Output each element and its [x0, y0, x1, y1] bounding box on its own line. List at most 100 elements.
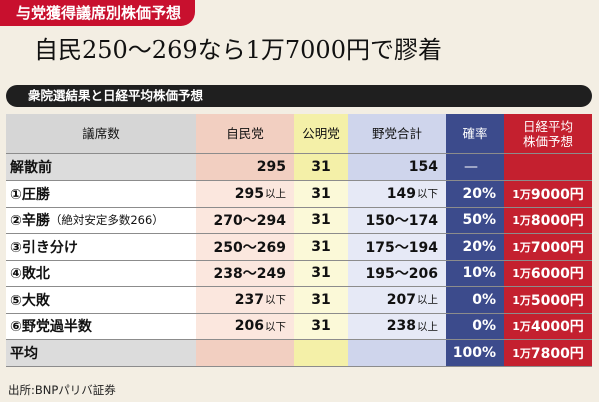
opposition-seats-value: 154 — [408, 159, 438, 175]
opposition-seats: 150〜174 — [348, 207, 446, 234]
row-label-text: 平均 — [10, 345, 38, 362]
opposition-seats: 154 — [348, 154, 446, 181]
row-note: （絶対安定多数266） — [49, 213, 164, 228]
nikkei-forecast: 1万 4000円 — [504, 313, 592, 340]
komeito-seats: 31 — [294, 287, 348, 314]
forecast-value: 8000円 — [530, 213, 584, 230]
ldp-seats: 295 — [196, 154, 294, 181]
opposition-seats-value: 175〜194 — [365, 239, 438, 256]
nikkei-forecast: 1万 8000円 — [504, 207, 592, 234]
probability: 20% — [446, 181, 504, 208]
komeito-seats: 31 — [294, 234, 348, 261]
opposition-seats-suffix: 以上 — [417, 294, 438, 307]
komeito-seats — [294, 340, 348, 367]
forecast-prefix: 1万 — [512, 240, 531, 254]
nikkei-forecast: 1万 9000円 — [504, 181, 592, 208]
nikkei-forecast: 1万 7000円 — [504, 234, 592, 261]
opposition-seats-value: 195〜206 — [365, 266, 438, 283]
komeito-seats: 31 — [294, 207, 348, 234]
opposition-seats-value: 207 — [386, 291, 416, 308]
forecast-prefix: 1万 — [512, 214, 531, 228]
ldp-seats-value: 270〜294 — [213, 213, 286, 230]
row-label-text: ④敗北 — [10, 266, 50, 283]
row-label: ⑤大敗 — [6, 287, 196, 314]
row-label: ③引き分け — [6, 234, 196, 261]
forecast-value: 7000円 — [530, 239, 584, 256]
header-komeito: 公明党 — [294, 114, 348, 154]
nikkei-forecast — [504, 154, 592, 181]
probability: 20% — [446, 234, 504, 261]
table-subtitle: 衆院選結果と日経平均株価予想 — [6, 85, 592, 107]
row-label-text: 解散前 — [10, 160, 52, 176]
opposition-seats-value: 149 — [386, 185, 416, 202]
ldp-seats: 270〜294 — [196, 207, 294, 234]
header-seats: 議席数 — [6, 114, 196, 154]
ldp-seats-value: 206 — [234, 318, 264, 335]
forecast-prefix: 1万 — [512, 320, 531, 334]
row-label-text: ①圧勝 — [10, 186, 50, 203]
ldp-seats: 295 以上 — [196, 181, 294, 208]
ldp-seats-value: 237 — [234, 291, 264, 308]
forecast-prefix: 1万 — [512, 187, 531, 201]
opposition-seats: 149 以下 — [348, 181, 446, 208]
probability: 100% — [446, 340, 504, 367]
forecast-value: 6000円 — [530, 266, 584, 283]
probability: — — [446, 154, 504, 181]
nikkei-forecast: 1万 6000円 — [504, 260, 592, 287]
forecast-value: 9000円 — [530, 186, 584, 203]
forecast-value: 7800円 — [530, 345, 584, 362]
komeito-seats: 31 — [294, 154, 348, 181]
row-label-text: ⑤大敗 — [10, 292, 50, 309]
row-label: ⑥野党過半数 — [6, 313, 196, 340]
row-label: ①圧勝 — [6, 181, 196, 208]
header-ldp: 自民党 — [196, 114, 294, 154]
ldp-seats-value: 295 — [234, 185, 264, 202]
opposition-seats: 175〜194 — [348, 234, 446, 261]
nikkei-forecast: 1万 5000円 — [504, 287, 592, 314]
probability: 0% — [446, 313, 504, 340]
opposition-seats-value: 150〜174 — [365, 213, 438, 230]
komeito-seats: 31 — [294, 260, 348, 287]
row-label: ④敗北 — [6, 260, 196, 287]
komeito-seats: 31 — [294, 313, 348, 340]
ldp-seats-suffix: 以下 — [265, 294, 286, 307]
opposition-seats-suffix: 以下 — [417, 188, 438, 201]
ldp-seats: 238〜249 — [196, 260, 294, 287]
forecast-prefix: 1万 — [512, 293, 531, 307]
opposition-seats: 238 以上 — [348, 313, 446, 340]
ldp-seats — [196, 340, 294, 367]
opposition-seats-value: 238 — [386, 318, 416, 335]
ldp-seats-suffix: 以下 — [265, 320, 286, 333]
ldp-seats-value: 238〜249 — [213, 266, 286, 283]
forecast-prefix: 1万 — [512, 346, 531, 360]
ldp-seats-value: 250〜269 — [213, 239, 286, 256]
probability: 10% — [446, 260, 504, 287]
headline: 自民250〜269なら1万7000円で膠着 — [34, 36, 442, 64]
ldp-seats-value: 295 — [256, 159, 286, 175]
header-nikkei-forecast: 日経平均 株価予想 — [504, 114, 592, 154]
header-opposition: 野党合計 — [348, 114, 446, 154]
forecast-value: 5000円 — [530, 292, 584, 309]
opposition-seats: 207 以上 — [348, 287, 446, 314]
komeito-seats: 31 — [294, 181, 348, 208]
source-note: 出所:BNPパリバ証券 — [8, 383, 116, 397]
forecast-value: 4000円 — [530, 319, 584, 336]
nikkei-forecast: 1万 7800円 — [504, 340, 592, 367]
row-label: 平均 — [6, 340, 196, 367]
forecast-prefix: 1万 — [512, 267, 531, 281]
ldp-seats-suffix: 以上 — [265, 188, 286, 201]
row-label: ②辛勝 （絶対安定多数266） — [6, 207, 196, 234]
opposition-seats — [348, 340, 446, 367]
probability: 0% — [446, 287, 504, 314]
row-label-text: ⑥野党過半数 — [10, 319, 92, 336]
row-label-text: ③引き分け — [10, 239, 78, 256]
opposition-seats-suffix: 以上 — [417, 320, 438, 333]
probability: 50% — [446, 207, 504, 234]
row-label-text: ②辛勝 — [10, 213, 50, 230]
header-probability: 確率 — [446, 114, 504, 154]
ldp-seats: 237 以下 — [196, 287, 294, 314]
ldp-seats: 250〜269 — [196, 234, 294, 261]
row-label: 解散前 — [6, 154, 196, 181]
opposition-seats: 195〜206 — [348, 260, 446, 287]
ldp-seats: 206 以下 — [196, 313, 294, 340]
